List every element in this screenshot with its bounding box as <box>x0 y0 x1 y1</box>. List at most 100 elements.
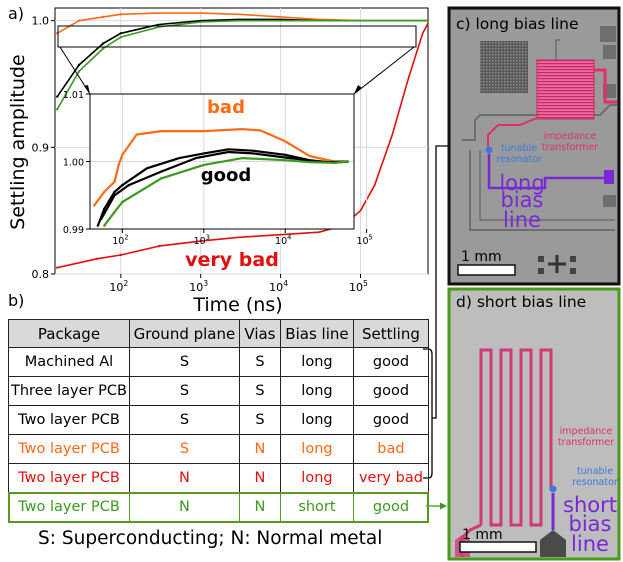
cell-ground-plane: N <box>128 463 240 493</box>
table-header-row: Package Ground plane Vias Bias line Sett… <box>8 319 429 348</box>
series-point <box>121 200 124 204</box>
series-point <box>127 183 131 187</box>
cell-bias-line: long <box>279 463 354 493</box>
series-point <box>77 70 81 73</box>
bias-label-c: long bias line <box>499 171 544 232</box>
panel-label-b: b) <box>8 291 24 310</box>
cell-vias: N <box>238 492 281 522</box>
table-row: Machined Al S S long good <box>8 347 429 377</box>
series-point <box>101 42 105 45</box>
panel-label-a: a) <box>8 4 24 23</box>
series-line <box>56 19 428 110</box>
impedance-label-c: impedance transformer <box>542 131 598 153</box>
x-tick-label: 104 <box>269 279 288 294</box>
series-point <box>119 13 123 16</box>
cell-package: Machined Al <box>8 347 130 377</box>
zoom-connector-right <box>353 46 415 95</box>
header-settling: Settling <box>352 319 429 348</box>
series-point <box>117 163 120 167</box>
cell-settling: very bad <box>352 463 429 493</box>
series-line <box>103 157 349 227</box>
cell-ground-plane: S <box>128 405 240 435</box>
table-row: Two layer PCB N N long very bad <box>8 463 429 493</box>
series-point <box>121 183 124 187</box>
y-tick-label: 1.00 <box>63 158 84 169</box>
series-point <box>95 257 98 260</box>
main-series <box>56 12 429 269</box>
y-tick-label: 0.9 <box>32 141 50 154</box>
cell-settling: good <box>352 376 429 406</box>
annotation-good: good <box>201 165 252 186</box>
table-row: Two layer PCB S S long good <box>8 405 429 435</box>
series-point <box>101 47 105 50</box>
panel-label-c: c) long bias line <box>456 15 579 33</box>
series-point <box>56 266 59 269</box>
x-tick-label: 105 <box>356 234 372 247</box>
series-point <box>100 217 103 221</box>
series-line <box>56 12 428 34</box>
series-point <box>119 35 123 39</box>
cell-settling: good <box>352 405 429 435</box>
alignment-marker <box>548 255 566 273</box>
panel-label-d: d) short bias line <box>456 293 586 311</box>
series-point <box>96 224 100 227</box>
series-line <box>56 18 428 98</box>
bias-label-d: short bias line <box>563 493 617 556</box>
cell-vias: S <box>238 347 281 377</box>
bracket-long-line <box>423 145 454 479</box>
micrograph-short-bias <box>447 287 621 561</box>
cell-vias: N <box>238 434 281 464</box>
series-point <box>113 194 116 197</box>
package-table: Package Ground plane Vias Bias line Sett… <box>7 319 430 523</box>
cell-vias: N <box>238 463 281 493</box>
scale-label-d: 1 mm <box>462 527 503 543</box>
series-point <box>157 244 161 248</box>
series-line <box>100 150 349 220</box>
x-tick-label: 102 <box>112 234 128 247</box>
series-point <box>101 15 105 19</box>
main-plot: 102 103 104 105 0.8 0.9 1.0 Settling amplitude… <box>7 7 429 316</box>
inset-ticks: 102 103 104 105 0.99 1.00 1.01 <box>63 90 373 247</box>
cell-ground-plane: S <box>128 434 240 464</box>
x-tick-label: 103 <box>189 279 208 294</box>
inset-plot: 102 103 104 105 0.99 1.00 1.01 bad good <box>63 90 373 247</box>
series-point <box>56 108 59 111</box>
cell-settling: good <box>352 347 429 377</box>
table-row: Three layer PCB S S long good <box>8 376 429 406</box>
table-row: Two layer PCB S N long bad <box>8 434 429 464</box>
cell-ground-plane: S <box>128 347 240 377</box>
x-tick-label: 105 <box>349 279 368 294</box>
header-vias: Vias <box>238 319 281 348</box>
impedance-label-d: impedance transformer <box>558 426 614 448</box>
series-point <box>160 170 163 173</box>
cell-ground-plane: N <box>128 492 240 522</box>
series-point <box>113 180 116 183</box>
y-tick-label: 1.01 <box>63 90 84 101</box>
header-package: Package <box>8 319 130 348</box>
x-tick-label: 104 <box>275 234 291 247</box>
scale-bar-c <box>457 264 516 276</box>
series-line <box>93 128 349 207</box>
cell-bias-line: long <box>279 434 354 464</box>
micrograph-long-bias <box>447 6 621 286</box>
y-tick-label: 0.99 <box>63 225 84 236</box>
resonator-dot-d <box>549 485 557 493</box>
y-tick-label: 0.8 <box>32 268 50 281</box>
series-point <box>113 190 116 194</box>
grid-structure <box>480 41 528 93</box>
table-row-highlighted: Two layer PCB N N short good <box>7 491 430 523</box>
main-xlabel: Time (ns) <box>192 294 282 316</box>
series-point <box>113 210 116 214</box>
series-point <box>119 253 123 257</box>
annotation-very-bad: very bad <box>185 249 279 271</box>
long-bias-line-path <box>487 154 612 190</box>
cell-package: Two layer PCB <box>8 405 130 435</box>
series-point <box>92 204 96 207</box>
x-tick-label: 103 <box>194 234 210 247</box>
header-bias-line: Bias line <box>279 319 354 348</box>
table-legend: S: Superconducting; N: Normal metal <box>38 528 383 549</box>
impedance-transformer-c <box>537 60 594 119</box>
cell-bias-line: long <box>279 405 354 435</box>
series-point <box>56 95 59 98</box>
